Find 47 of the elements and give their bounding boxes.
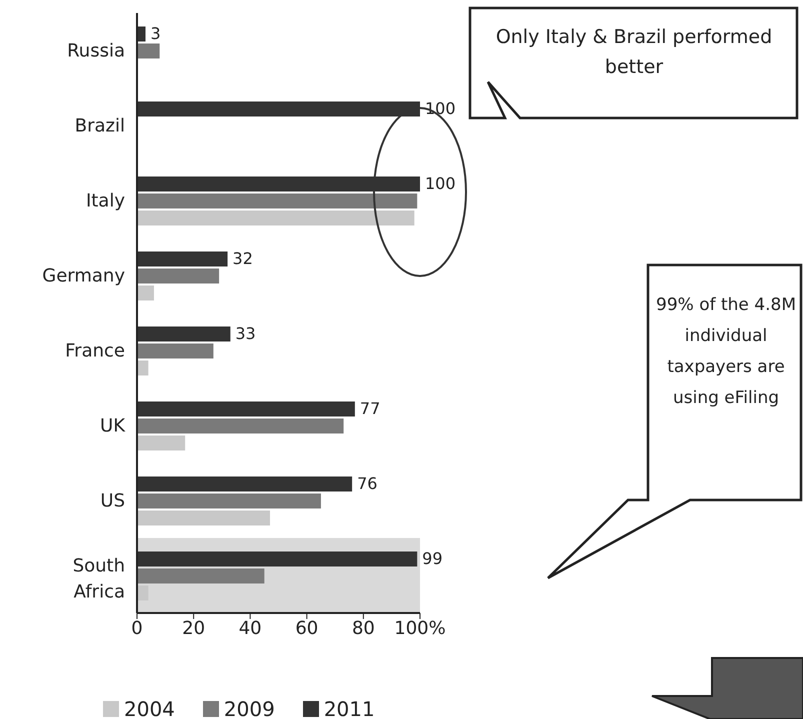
text: 99% of the 4.8M individual taxpayers are using eFiling	[655, 294, 797, 410]
y-tick-label: Italy	[86, 190, 126, 212]
x-tick-label: 40	[238, 618, 262, 639]
y-tick-label: Russia	[67, 40, 125, 62]
y-tick-label: Germany	[42, 266, 126, 286]
bar	[137, 268, 220, 284]
y-tick-label: South Africa	[72, 556, 125, 602]
bar	[137, 286, 154, 300]
y-tick-label: US	[100, 490, 125, 512]
y-tick-label: UK	[100, 416, 126, 436]
bar	[137, 360, 148, 376]
text: Only Italy & Brazil performed better	[494, 25, 774, 80]
bar	[137, 44, 160, 58]
legend-label: 2004	[124, 697, 175, 719]
data-label: 100	[425, 174, 456, 193]
bar	[137, 194, 418, 208]
y-tick-label: Brazil	[74, 116, 125, 136]
data-label: 77	[360, 399, 380, 418]
y-tick-label: France	[65, 340, 125, 362]
bar	[137, 326, 230, 342]
data-label: 100	[425, 99, 456, 118]
bar	[137, 252, 228, 266]
bar	[137, 552, 418, 566]
data-label: 32	[232, 249, 253, 268]
data-label: 33	[235, 324, 256, 343]
bar	[137, 210, 414, 226]
data-label: 99	[422, 549, 443, 568]
bar	[137, 176, 420, 192]
bar	[137, 436, 186, 450]
bar	[137, 494, 321, 508]
data-label: 3	[150, 24, 161, 43]
legend-label: 2011	[324, 697, 375, 719]
x-tick-label: 80	[352, 618, 375, 639]
bar	[137, 586, 148, 600]
bar	[137, 344, 214, 358]
x-tick-label: 0	[131, 618, 143, 639]
bar	[137, 568, 264, 584]
bar	[137, 476, 352, 492]
bar	[137, 102, 420, 116]
bar	[137, 510, 270, 526]
bar	[137, 418, 344, 434]
legend-label: 2009	[224, 697, 275, 719]
data-label: 76	[357, 474, 378, 493]
x-tick-label: 20	[182, 618, 206, 639]
x-tick-label: 60	[295, 618, 318, 639]
bar	[137, 402, 355, 416]
x-tick-label: 100%	[394, 618, 446, 639]
